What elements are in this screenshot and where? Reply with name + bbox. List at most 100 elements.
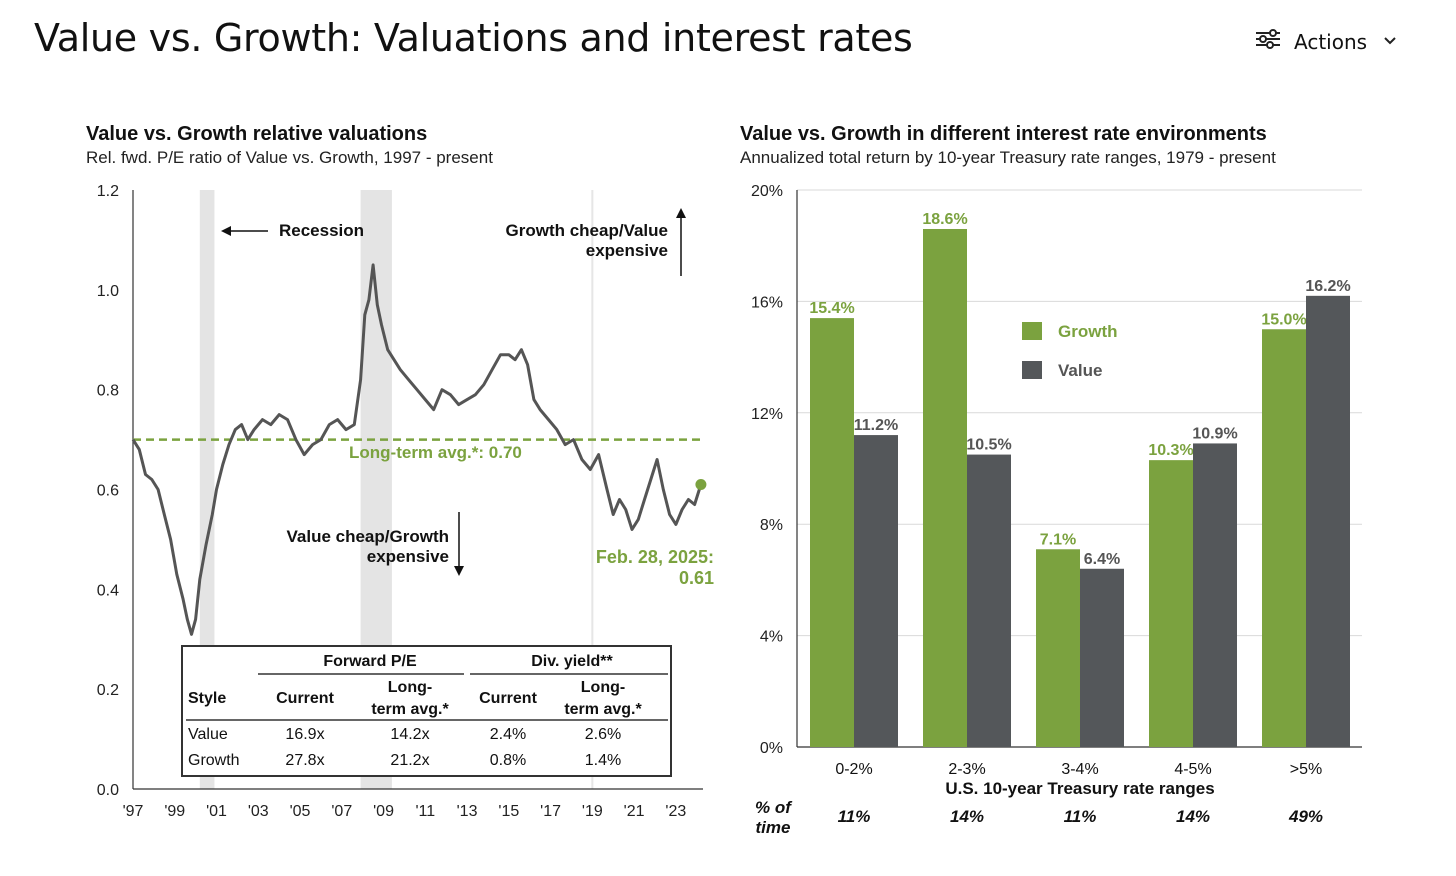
latest-value-label-date: Feb. 28, 2025:	[596, 547, 714, 567]
table-cell: 2.6%	[585, 726, 621, 743]
x-tick-label: >5%	[1290, 761, 1322, 778]
recession-band	[199, 190, 215, 789]
table-cell: 16.9x	[285, 726, 324, 743]
bar-data-label: 15.0%	[1261, 311, 1306, 328]
x-tick-label: '19	[582, 803, 603, 820]
y-tick-label: 16%	[751, 294, 783, 311]
x-tick-label: '99	[164, 803, 185, 820]
legend-label: Value	[1058, 361, 1102, 380]
x-tick-label: '09	[373, 803, 394, 820]
table-column-header: Long-	[581, 679, 625, 696]
table-column-header: Current	[276, 690, 334, 707]
right-chart-title: Value vs. Growth in different interest r…	[740, 123, 1267, 145]
pct-time-value: 14%	[1176, 807, 1210, 826]
long-term-average-label: Long-term avg.*: 0.70	[349, 443, 522, 462]
bar-growth	[923, 228, 967, 748]
table-cell: Value	[188, 726, 228, 743]
table-frame	[181, 645, 672, 777]
bar-value	[967, 454, 1011, 747]
bar-growth	[1262, 329, 1306, 747]
bar-data-label: 7.1%	[1040, 531, 1076, 548]
y-tick-label: 8%	[760, 517, 783, 534]
actions-label: Actions	[1294, 29, 1368, 54]
pct-time-value: 11%	[1064, 807, 1097, 826]
x-tick-label: 0-2%	[835, 761, 872, 778]
y-tick-label: 0.0	[97, 782, 119, 799]
bar-growth	[1036, 549, 1080, 747]
x-tick-label: '07	[331, 803, 352, 820]
pct-time-label: time	[756, 818, 791, 837]
legend-swatch-value	[1022, 361, 1042, 379]
table-cell: 27.8x	[285, 752, 324, 769]
pct-time-label: % of	[755, 798, 793, 817]
table-cell: Growth	[188, 752, 240, 769]
actions-button[interactable]: Actions	[1254, 28, 1397, 55]
table-cell: 0.8%	[490, 752, 526, 769]
page-title: Value vs. Growth: Valuations and interes…	[34, 16, 913, 60]
pct-time-value: 11%	[838, 807, 871, 826]
table-cell: 1.4%	[585, 752, 621, 769]
bar-value	[854, 435, 898, 747]
bar-data-label: 6.4%	[1084, 551, 1120, 568]
bar-data-label: 18.6%	[922, 211, 967, 228]
value-cheap-label-2: expensive	[367, 547, 449, 566]
relative-pe-line	[131, 263, 703, 636]
table-cell: 14.2x	[390, 726, 429, 743]
y-tick-label: 0.6	[97, 483, 119, 500]
pct-time-value: 14%	[950, 807, 984, 826]
x-tick-label: '15	[498, 803, 519, 820]
bar-value	[1193, 443, 1237, 747]
bar-data-label: 10.5%	[966, 437, 1011, 454]
legend-swatch-growth	[1022, 322, 1042, 340]
y-tick-label: 0%	[760, 740, 783, 757]
arrow-left-icon	[221, 226, 231, 236]
latest-value-label-value: 0.61	[679, 568, 714, 588]
table-cell: 2.4%	[490, 726, 526, 743]
chevron-down-icon	[1383, 34, 1397, 50]
table-column-header: term avg.*	[371, 701, 449, 718]
table-column-header: term avg.*	[564, 701, 642, 718]
y-tick-label: 0.2	[97, 682, 119, 699]
x-tick-label: '21	[624, 803, 645, 820]
x-tick-label: '11	[415, 803, 435, 820]
bar-value	[1080, 568, 1124, 747]
bar-growth	[810, 318, 854, 747]
bar-growth	[1149, 460, 1193, 747]
pct-time-value: 49%	[1288, 807, 1323, 826]
x-tick-label: '01	[206, 803, 227, 820]
growth-cheap-label: Growth cheap/Value	[506, 221, 669, 240]
table-group-header: Div. yield**	[531, 653, 613, 670]
table-column-header: Long-	[388, 679, 432, 696]
y-tick-label: 1.2	[97, 183, 119, 200]
sliders-icon	[1254, 28, 1282, 55]
bar-data-label: 15.4%	[809, 300, 854, 317]
x-axis-label: U.S. 10-year Treasury rate ranges	[945, 779, 1214, 798]
x-tick-label: 2-3%	[948, 761, 985, 778]
y-tick-label: 12%	[751, 406, 783, 423]
x-tick-label: '05	[290, 803, 311, 820]
value-cheap-label: Value cheap/Growth	[287, 527, 450, 546]
table-column-header: Current	[479, 690, 537, 707]
x-tick-label: '03	[248, 803, 269, 820]
x-tick-label: '13	[457, 803, 478, 820]
x-tick-label: 3-4%	[1061, 761, 1098, 778]
x-tick-label: '17	[540, 803, 561, 820]
recession-label: Recession	[279, 221, 364, 240]
arrow-down-icon	[454, 566, 464, 576]
arrow-up-icon	[676, 208, 686, 218]
table-cell: 21.2x	[390, 752, 429, 769]
y-tick-label: 0.4	[97, 582, 119, 599]
bar-data-label: 10.9%	[1192, 425, 1237, 442]
latest-value-dot	[695, 479, 707, 491]
x-tick-label: '97	[123, 803, 144, 820]
table-column-header: Style	[188, 690, 226, 707]
right-chart-subtitle: Annualized total return by 10-year Treas…	[740, 148, 1276, 167]
bar-data-label: 10.3%	[1148, 442, 1193, 459]
left-chart-title: Value vs. Growth relative valuations	[86, 123, 427, 145]
legend-label: Growth	[1058, 322, 1118, 341]
x-tick-label: 4-5%	[1174, 761, 1211, 778]
bar-value	[1306, 295, 1350, 747]
y-tick-label: 1.0	[97, 283, 119, 300]
left-chart-subtitle: Rel. fwd. P/E ratio of Value vs. Growth,…	[86, 148, 493, 167]
